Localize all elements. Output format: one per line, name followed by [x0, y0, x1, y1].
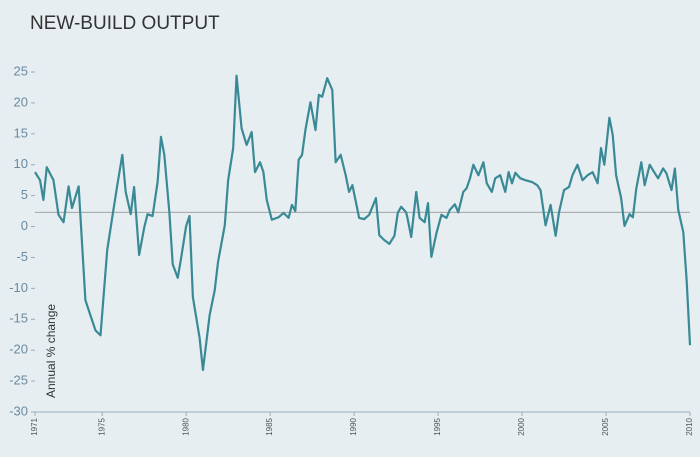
x-tick-label: 2010	[685, 417, 694, 435]
x-tick-label: 1975	[97, 417, 106, 435]
y-tick-label: -15	[9, 311, 28, 326]
y-tick-label: -5	[16, 249, 28, 264]
x-tick-label: 1990	[349, 417, 358, 435]
y-tick-label: 0	[21, 218, 28, 233]
y-tick-label: 25	[14, 63, 28, 78]
y-tick-label: 5	[21, 187, 28, 202]
y-tick-label: 20	[14, 94, 28, 109]
y-tick-label: -10	[9, 280, 28, 295]
y-tick-label: 15	[14, 125, 28, 140]
y-tick-label: 10	[14, 156, 28, 171]
x-tick-label: 2000	[517, 417, 526, 435]
x-tick-label: 1985	[265, 417, 274, 435]
line	[34, 74, 692, 372]
y-tick-label: -20	[9, 342, 28, 357]
x-tick-label: 1980	[181, 417, 190, 435]
x-tick-label: 1971	[30, 417, 39, 435]
y-axis-label: Annual % change	[44, 304, 58, 398]
y-tick-label: -30	[9, 403, 28, 418]
chart-title: NEW-BUILD OUTPUT	[30, 13, 220, 34]
y-tick-label: -25	[9, 373, 28, 388]
x-tick-label: 2005	[601, 417, 610, 435]
x-tick-label: 1995	[433, 417, 442, 435]
